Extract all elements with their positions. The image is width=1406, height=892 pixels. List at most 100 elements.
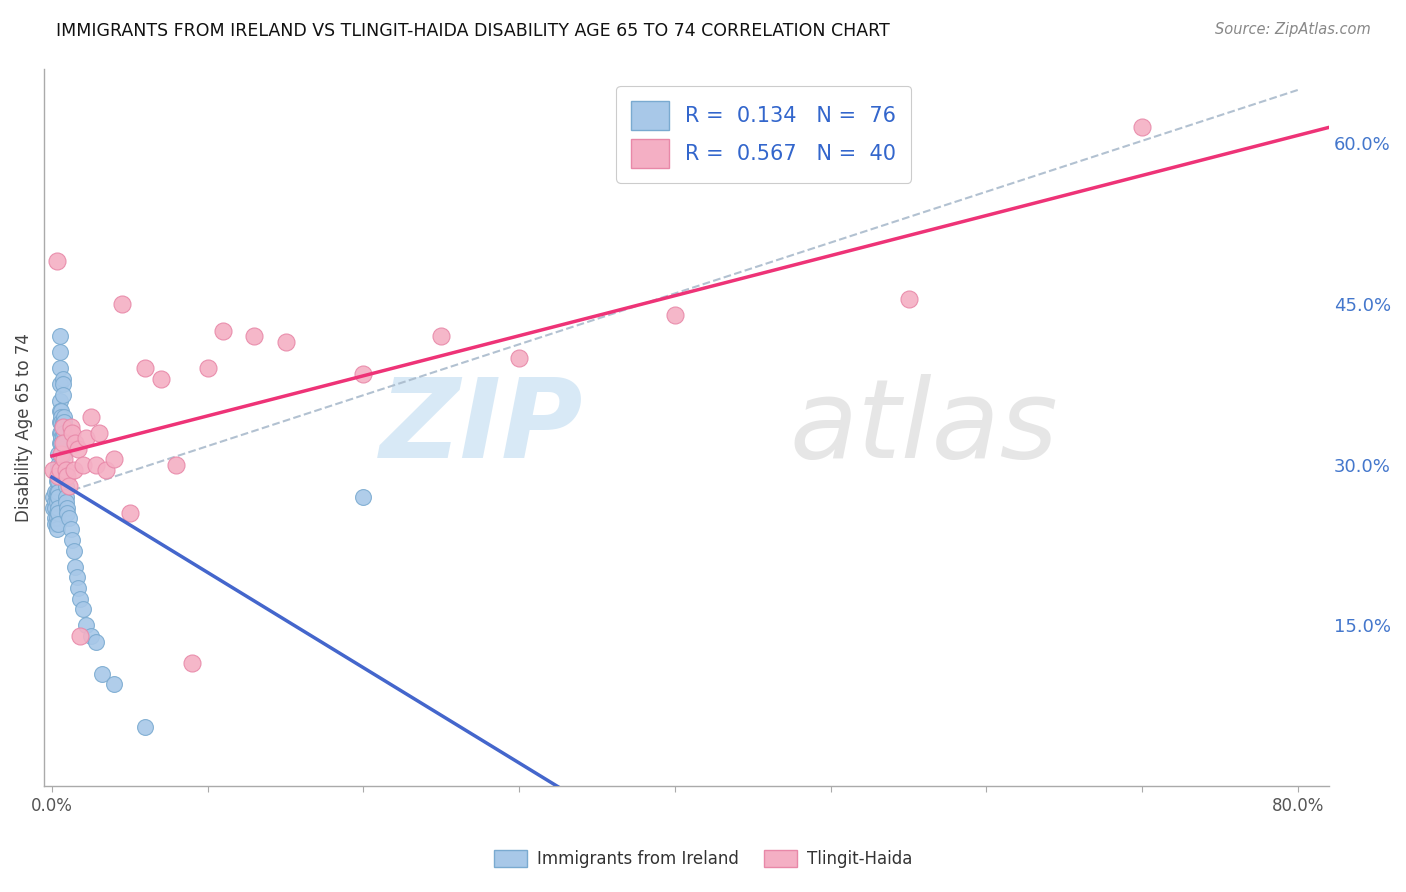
Point xyxy=(274,334,297,349)
Point xyxy=(44,516,66,531)
Point xyxy=(48,361,70,376)
Point xyxy=(103,452,125,467)
Point xyxy=(59,522,82,536)
Point xyxy=(48,404,70,418)
Point xyxy=(52,420,75,434)
Point xyxy=(45,495,67,509)
Point xyxy=(53,447,76,461)
Point xyxy=(897,292,920,306)
Point xyxy=(51,436,73,450)
Point xyxy=(55,479,77,493)
Point xyxy=(46,500,69,515)
Point xyxy=(52,415,75,429)
Point xyxy=(134,361,156,376)
Point xyxy=(111,297,134,311)
Point xyxy=(53,425,76,440)
Point xyxy=(44,500,66,515)
Point xyxy=(72,602,94,616)
Point xyxy=(51,415,73,429)
Point xyxy=(48,425,70,440)
Point xyxy=(51,431,73,445)
Point xyxy=(53,436,76,450)
Point xyxy=(52,436,75,450)
Point xyxy=(51,404,73,418)
Point xyxy=(65,436,87,450)
Point xyxy=(55,495,77,509)
Point xyxy=(45,254,67,268)
Point xyxy=(72,458,94,472)
Legend: R =  0.134   N =  76, R =  0.567   N =  40: R = 0.134 N = 76, R = 0.567 N = 40 xyxy=(616,87,911,183)
Point xyxy=(56,506,79,520)
Y-axis label: Disability Age 65 to 74: Disability Age 65 to 74 xyxy=(15,333,32,522)
Point xyxy=(52,436,75,450)
Point xyxy=(52,377,75,392)
Point xyxy=(352,490,374,504)
Point xyxy=(44,511,66,525)
Point xyxy=(75,618,97,632)
Point xyxy=(53,415,76,429)
Point xyxy=(46,458,69,472)
Point xyxy=(48,463,70,477)
Point xyxy=(103,677,125,691)
Point xyxy=(46,474,69,488)
Point xyxy=(508,351,530,365)
Point xyxy=(69,591,91,606)
Point xyxy=(53,452,76,467)
Point xyxy=(52,427,75,442)
Point xyxy=(45,516,67,531)
Point xyxy=(664,308,686,322)
Point xyxy=(52,372,75,386)
Point xyxy=(197,361,219,376)
Point xyxy=(45,506,67,520)
Point xyxy=(212,324,235,338)
Point xyxy=(1130,120,1153,135)
Point xyxy=(48,436,70,450)
Point xyxy=(42,500,65,515)
Point xyxy=(45,474,67,488)
Point xyxy=(44,495,66,509)
Text: IMMIGRANTS FROM IRELAND VS TLINGIT-HAIDA DISABILITY AGE 65 TO 74 CORRELATION CHA: IMMIGRANTS FROM IRELAND VS TLINGIT-HAIDA… xyxy=(56,22,890,40)
Point xyxy=(58,479,80,493)
Point xyxy=(48,377,70,392)
Point xyxy=(62,463,84,477)
Point xyxy=(56,468,79,483)
Point xyxy=(66,570,89,584)
Point xyxy=(51,463,73,477)
Point xyxy=(52,388,75,402)
Point xyxy=(48,393,70,408)
Point xyxy=(45,484,67,499)
Point xyxy=(48,415,70,429)
Point xyxy=(51,447,73,461)
Point xyxy=(149,372,172,386)
Point xyxy=(45,511,67,525)
Point xyxy=(46,447,69,461)
Point xyxy=(59,420,82,434)
Point xyxy=(430,329,453,343)
Point xyxy=(243,329,266,343)
Point xyxy=(60,425,83,440)
Point xyxy=(90,666,112,681)
Point xyxy=(84,458,107,472)
Point xyxy=(48,345,70,359)
Point xyxy=(87,425,110,440)
Point xyxy=(46,463,69,477)
Point xyxy=(52,442,75,456)
Point xyxy=(58,511,80,525)
Point xyxy=(75,431,97,445)
Point xyxy=(55,463,77,477)
Point xyxy=(51,409,73,424)
Point xyxy=(67,442,90,456)
Point xyxy=(46,490,69,504)
Text: atlas: atlas xyxy=(789,374,1057,481)
Point xyxy=(80,629,103,643)
Point xyxy=(84,634,107,648)
Point xyxy=(55,490,77,504)
Point xyxy=(46,506,69,520)
Point xyxy=(67,581,90,595)
Point xyxy=(52,420,75,434)
Point xyxy=(51,425,73,440)
Point xyxy=(352,367,374,381)
Point xyxy=(53,409,76,424)
Point xyxy=(45,490,67,504)
Point xyxy=(80,409,103,424)
